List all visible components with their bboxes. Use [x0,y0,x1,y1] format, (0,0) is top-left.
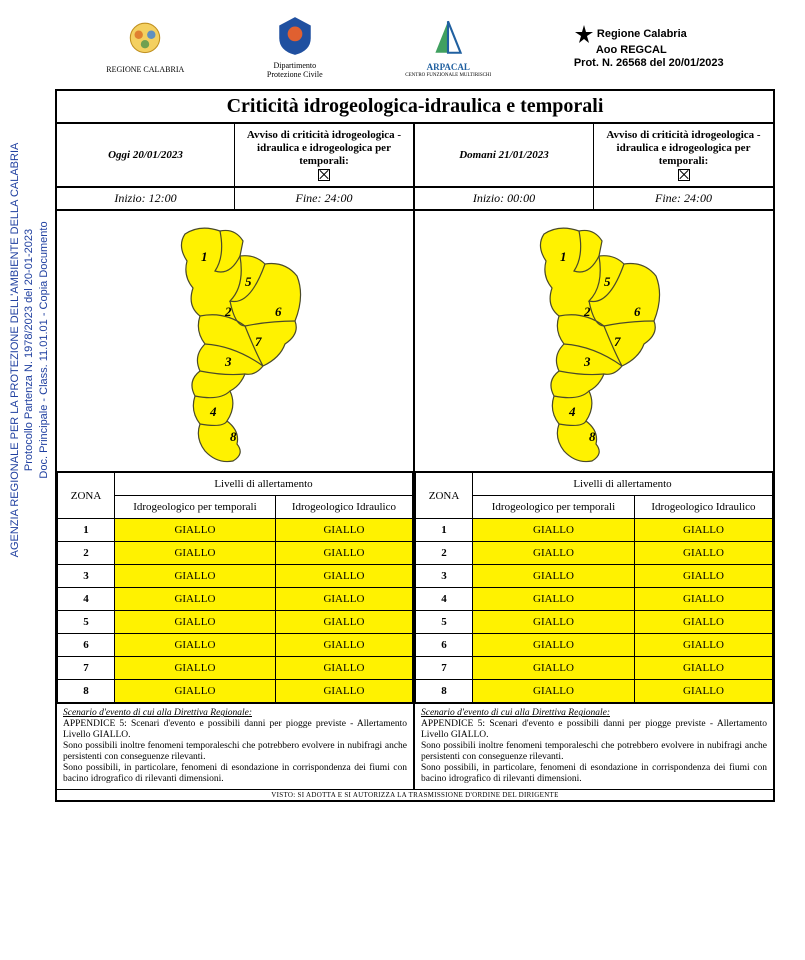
header-protocol: Regione Calabria Aoo REGCAL Prot. N. 265… [574,24,724,70]
inizio: Inizio: 00:00 [415,188,594,209]
footer-strip: VISTO: SI ADOTTA E SI AUTORIZZA LA TRASM… [57,789,773,800]
table-row: 3 GIALLO GIALLO [58,565,413,588]
alert-table: ZONA Livelli di allertamento Idrogeologi… [57,472,413,703]
alert-table: ZONA Livelli di allertamento Idrogeologi… [415,472,773,703]
logo-protezione: Dipartimento Protezione Civile [267,15,323,79]
avviso-checkbox [678,169,690,181]
protocol-sidebar: AGENZIA REGIONALE PER LA PROTEZIONE DELL… [8,100,51,600]
day-column-0: Oggi 20/01/2023 Avviso di criticità idro… [57,124,415,788]
scenario-text: Scenario d'evento di cui alla Direttiva … [57,703,413,788]
table-row: 1 GIALLO GIALLO [416,519,773,542]
svg-text:6: 6 [634,304,641,319]
table-row: 6 GIALLO GIALLO [416,634,773,657]
day-column-1: Domani 21/01/2023 Avviso di criticità id… [415,124,773,788]
day-date: Oggi 20/01/2023 [57,124,235,186]
scenario-text: Scenario d'evento di cui alla Direttiva … [415,703,773,788]
table-row: 2 GIALLO GIALLO [58,542,413,565]
svg-text:2: 2 [583,304,591,319]
svg-text:6: 6 [275,304,282,319]
sidebar-line2: Protocollo Partenza N. 1978/2023 del 20-… [22,100,36,600]
table-row: 1 GIALLO GIALLO [58,519,413,542]
avviso-cell: Avviso di criticità idrogeologica - idra… [235,124,413,186]
map-cell: 1 52 67 3 48 [415,211,773,472]
svg-text:2: 2 [224,304,232,319]
main-bulletin: Criticità idrogeologica-idraulica e temp… [55,89,775,801]
table-row: 4 GIALLO GIALLO [416,588,773,611]
svg-text:8: 8 [230,429,237,444]
svg-text:1: 1 [560,249,567,264]
sidebar-line3: Doc. Principale - Class. 11.01.01 - Copi… [37,100,51,600]
table-row: 7 GIALLO GIALLO [416,657,773,680]
fine: Fine: 24:00 [235,188,413,209]
svg-text:5: 5 [245,274,252,289]
table-row: 5 GIALLO GIALLO [58,611,413,634]
svg-text:4: 4 [568,404,576,419]
map-cell: 1 52 67 3 48 [57,211,413,472]
inizio: Inizio: 12:00 [57,188,235,209]
table-row: 2 GIALLO GIALLO [416,542,773,565]
svg-text:3: 3 [583,354,591,369]
svg-text:4: 4 [209,404,217,419]
svg-text:3: 3 [224,354,232,369]
svg-text:5: 5 [604,274,611,289]
logo-arpacal: ARPACAL CENTRO FUNZIONALE MULTIRISCHI [405,16,491,78]
sidebar-line1: AGENZIA REGIONALE PER LA PROTEZIONE DELL… [8,100,22,600]
table-row: 8 GIALLO GIALLO [58,680,413,703]
bulletin-title: Criticità idrogeologica-idraulica e temp… [57,91,773,124]
table-row: 8 GIALLO GIALLO [416,680,773,703]
logo-regione: REGIONE CALABRIA [106,19,184,75]
fine: Fine: 24:00 [594,188,773,209]
day-date: Domani 21/01/2023 [415,124,594,186]
avviso-cell: Avviso di criticità idrogeologica - idra… [594,124,773,186]
table-row: 6 GIALLO GIALLO [58,634,413,657]
svg-text:1: 1 [201,249,208,264]
svg-text:7: 7 [614,334,621,349]
table-row: 3 GIALLO GIALLO [416,565,773,588]
table-row: 4 GIALLO GIALLO [58,588,413,611]
svg-text:7: 7 [255,334,262,349]
svg-text:8: 8 [589,429,596,444]
table-row: 5 GIALLO GIALLO [416,611,773,634]
header-logos: REGIONE CALABRIA Dipartimento Protezione… [55,10,775,89]
avviso-checkbox [318,169,330,181]
table-row: 7 GIALLO GIALLO [58,657,413,680]
